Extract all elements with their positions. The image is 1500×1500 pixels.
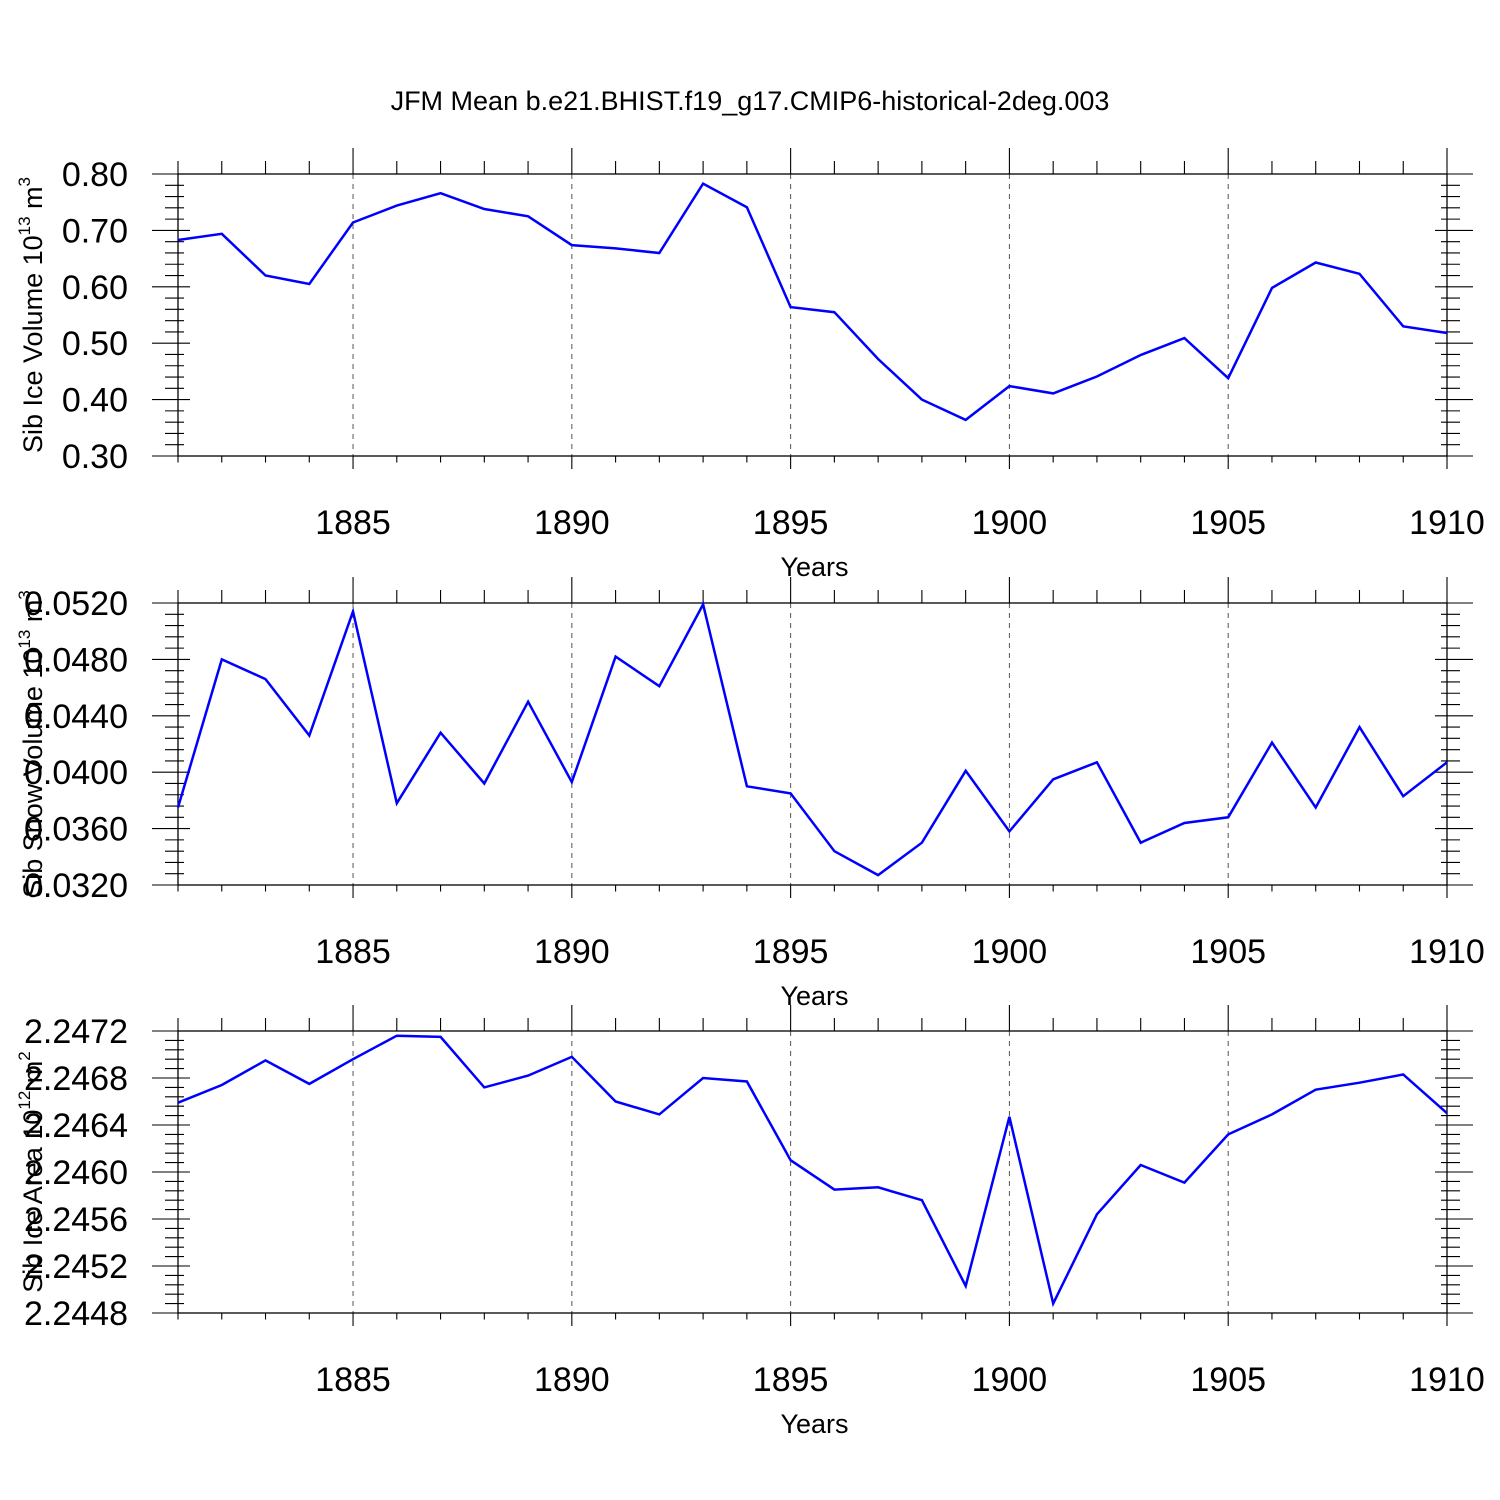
- x-tick-label: 1905: [1190, 504, 1266, 542]
- x-tick-label: 1910: [1409, 1361, 1485, 1399]
- x-tick-label: 1910: [1409, 504, 1485, 542]
- x-tick-label: 1890: [534, 504, 610, 542]
- y-tick-label: 0.0520: [24, 585, 128, 623]
- chart-title: JFM Mean b.e21.BHIST.f19_g17.CMIP6-histo…: [391, 86, 1110, 116]
- y-tick-label: 0.0360: [24, 811, 128, 849]
- y-axis-label: Sib Snow Volume 1013 m3: [15, 590, 48, 898]
- y-tick-label: 0.0320: [24, 867, 128, 905]
- chart-panels: 0.30 0.40 0.50 0.60 0.70 0.80 1885 1890 1895 1900…: [15, 148, 1485, 1439]
- plot-frame: [177, 602, 1448, 886]
- series-line: [176, 600, 1448, 877]
- x-tick-label: 1900: [972, 1361, 1048, 1399]
- y-tick-label: 2.2452: [24, 1248, 128, 1286]
- x-tick-label: 1895: [753, 504, 829, 542]
- y-tick-label: 2.2472: [24, 1013, 128, 1051]
- y-tick-label: 2.2456: [24, 1201, 128, 1239]
- y-tick-label: 0.0400: [24, 754, 128, 792]
- panel-1: 0.30 0.40 0.50 0.60 0.70 0.80 1885 1890 1895 1900…: [15, 148, 1485, 582]
- y-tick-label: 0.0480: [24, 641, 128, 679]
- x-tick-label: 1895: [753, 933, 829, 971]
- y-tick-label: 0.0440: [24, 698, 128, 736]
- x-axis-label: Years: [780, 981, 848, 1011]
- y-tick-label: 2.2448: [24, 1295, 128, 1333]
- panel-2: 0.0320 0.0360 0.0400 0.0440 0.0480 0.0520 1885…: [15, 577, 1485, 1011]
- y-tick-label: 0.70: [62, 212, 128, 250]
- x-tick-label: 1905: [1190, 933, 1266, 971]
- y-tick-label: 0.60: [62, 269, 128, 307]
- x-tick-label: 1890: [534, 933, 610, 971]
- panel-3: 2.2448 2.2452 2.2456 2.2460 2.2464 2.2468 2.24…: [15, 1005, 1485, 1439]
- y-tick-label: 2.2464: [24, 1107, 128, 1145]
- y-tick-label: 2.2468: [24, 1060, 128, 1098]
- y-tick-label: 0.50: [62, 325, 128, 363]
- x-tick-label: 1885: [315, 504, 391, 542]
- x-tick-label: 1900: [972, 933, 1048, 971]
- x-tick-label: 1890: [534, 1361, 610, 1399]
- plot-frame: [177, 1030, 1448, 1314]
- y-tick-label: 0.30: [62, 438, 128, 476]
- x-tick-label: 1910: [1409, 933, 1485, 971]
- y-tick-label: 0.80: [62, 156, 128, 194]
- series-line: [177, 181, 1448, 422]
- x-tick-label: 1885: [315, 933, 391, 971]
- x-tick-label: 1905: [1190, 1361, 1266, 1399]
- y-axis-label: Sib Ice Volume 1013 m3: [15, 177, 48, 453]
- y-axis-label: Sib Ice Area 1012 m2: [15, 1051, 48, 1293]
- series-line: [177, 1034, 1448, 1308]
- plot-frame: [177, 173, 1448, 457]
- x-tick-label: 1885: [315, 1361, 391, 1399]
- y-tick-label: 2.2460: [24, 1154, 128, 1192]
- x-axis-label: Years: [780, 552, 848, 582]
- x-tick-label: 1900: [972, 504, 1048, 542]
- x-tick-label: 1895: [753, 1361, 829, 1399]
- x-axis-label: Years: [780, 1409, 848, 1439]
- y-tick-label: 0.40: [62, 382, 128, 420]
